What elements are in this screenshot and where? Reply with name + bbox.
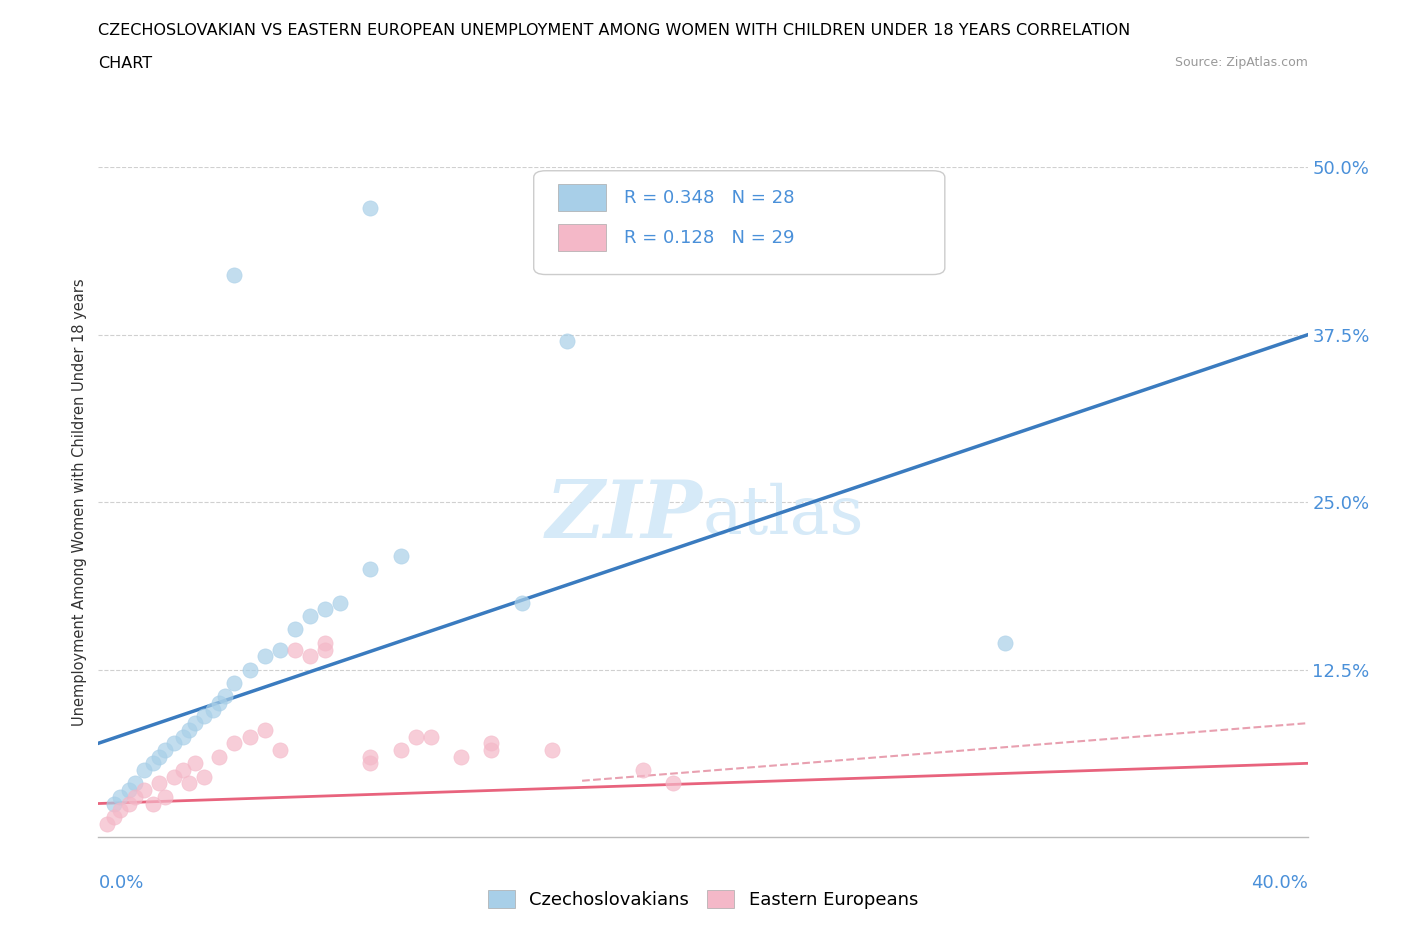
Point — [103, 796, 125, 811]
Point — [239, 662, 262, 677]
Text: R = 0.128   N = 29: R = 0.128 N = 29 — [624, 229, 794, 246]
Text: CHART: CHART — [98, 56, 152, 71]
Point — [269, 642, 291, 657]
Point — [360, 750, 382, 764]
Point — [540, 742, 562, 757]
Point — [148, 776, 170, 790]
Point — [142, 756, 165, 771]
Point — [96, 817, 118, 831]
Point — [661, 776, 683, 790]
Point — [450, 750, 472, 764]
Point — [224, 736, 246, 751]
Point — [284, 622, 307, 637]
Point — [163, 769, 186, 784]
Point — [208, 750, 231, 764]
Point — [118, 796, 141, 811]
Text: Source: ZipAtlas.com: Source: ZipAtlas.com — [1174, 56, 1308, 69]
Point — [481, 736, 503, 751]
Point — [142, 796, 165, 811]
Point — [132, 783, 155, 798]
Point — [108, 790, 131, 804]
Point — [208, 696, 231, 711]
Point — [360, 200, 382, 215]
Point — [118, 783, 141, 798]
Text: 40.0%: 40.0% — [1251, 874, 1308, 892]
Point — [172, 763, 194, 777]
Point — [284, 642, 307, 657]
Point — [360, 756, 382, 771]
Point — [108, 803, 131, 817]
FancyBboxPatch shape — [558, 184, 606, 211]
Point — [172, 729, 194, 744]
Text: CZECHOSLOVAKIAN VS EASTERN EUROPEAN UNEMPLOYMENT AMONG WOMEN WITH CHILDREN UNDER: CZECHOSLOVAKIAN VS EASTERN EUROPEAN UNEM… — [98, 23, 1130, 38]
Point — [124, 776, 146, 790]
Point — [314, 635, 336, 650]
Point — [329, 595, 352, 610]
Point — [184, 716, 207, 731]
Point — [184, 756, 207, 771]
Point — [214, 689, 236, 704]
Point — [239, 729, 262, 744]
Point — [193, 709, 215, 724]
Point — [224, 267, 246, 282]
Text: 0.0%: 0.0% — [98, 874, 143, 892]
Point — [419, 729, 441, 744]
Text: R = 0.348   N = 28: R = 0.348 N = 28 — [624, 189, 794, 206]
Point — [389, 549, 412, 564]
Y-axis label: Unemployment Among Women with Children Under 18 years: Unemployment Among Women with Children U… — [72, 278, 87, 726]
Point — [202, 702, 225, 717]
FancyBboxPatch shape — [558, 224, 606, 251]
Point — [299, 608, 322, 623]
Point — [631, 763, 654, 777]
Point — [269, 742, 291, 757]
Point — [253, 723, 276, 737]
Point — [994, 635, 1017, 650]
Point — [224, 675, 246, 690]
Point — [103, 809, 125, 824]
Point — [389, 742, 412, 757]
Text: atlas: atlas — [703, 483, 865, 548]
Point — [193, 769, 215, 784]
Point — [253, 649, 276, 664]
Point — [360, 562, 382, 577]
Point — [153, 790, 176, 804]
Point — [177, 776, 201, 790]
Point — [148, 750, 170, 764]
Point — [163, 736, 186, 751]
Point — [405, 729, 427, 744]
Point — [314, 602, 336, 617]
Point — [153, 742, 176, 757]
Point — [299, 649, 322, 664]
Point — [555, 334, 578, 349]
Legend: Czechoslovakians, Eastern Europeans: Czechoslovakians, Eastern Europeans — [481, 883, 925, 916]
Text: ZIP: ZIP — [546, 477, 703, 554]
FancyBboxPatch shape — [534, 171, 945, 274]
Point — [481, 742, 503, 757]
Point — [177, 723, 201, 737]
Point — [510, 595, 533, 610]
Point — [314, 642, 336, 657]
Point — [132, 763, 155, 777]
Point — [124, 790, 146, 804]
